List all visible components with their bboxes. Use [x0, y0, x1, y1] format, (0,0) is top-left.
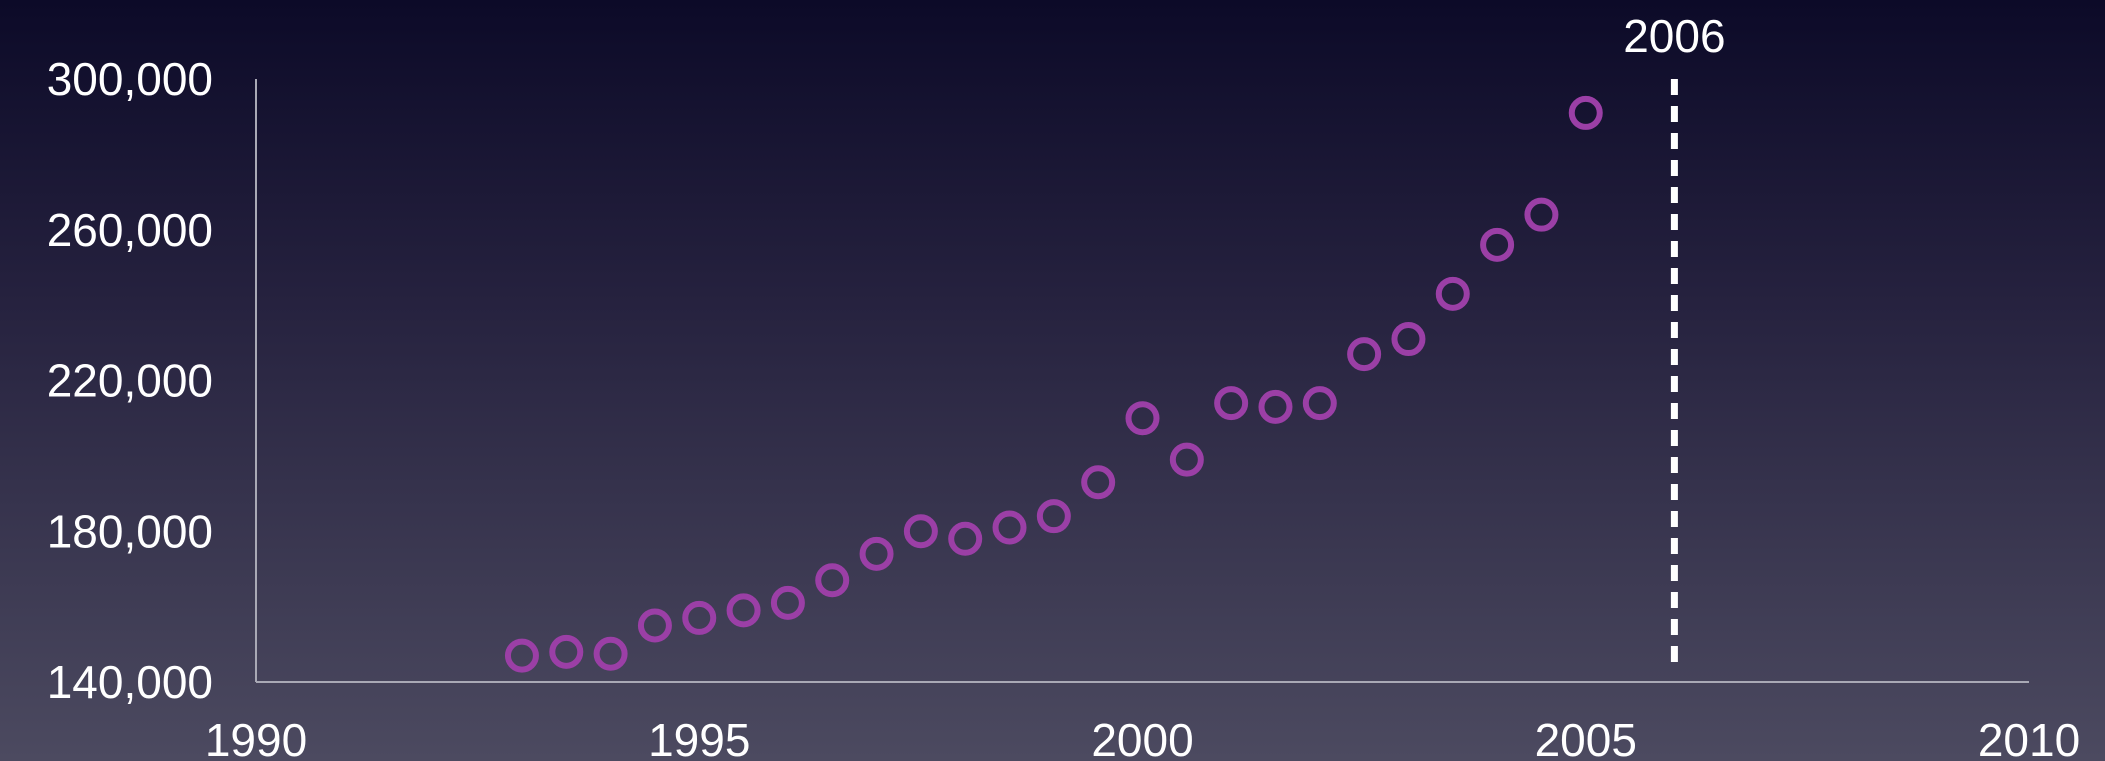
data-point [992, 510, 1027, 545]
data-point [1347, 337, 1382, 372]
y-tick-label: 180,000 [47, 505, 213, 557]
data-point [948, 521, 983, 556]
y-tick-label: 140,000 [47, 656, 213, 708]
data-point [1169, 442, 1204, 477]
data-point [1302, 386, 1337, 421]
y-tick-label: 220,000 [47, 355, 213, 407]
data-point [682, 600, 717, 635]
x-tick-labels: 1990 1995 2000 2005 2010 [205, 714, 2080, 761]
data-point [1391, 322, 1426, 357]
data-point [549, 634, 584, 669]
reference-line-label: 2006 [1623, 10, 1725, 62]
data-point [1036, 499, 1071, 534]
data-point [593, 636, 628, 671]
data-point [1568, 95, 1603, 130]
data-points [504, 95, 1603, 673]
data-point [1480, 227, 1515, 262]
annotations: 2006 [1623, 10, 1726, 672]
axes [255, 79, 2029, 683]
data-point [1258, 389, 1293, 424]
x-tick-label: 1990 [205, 714, 307, 761]
data-point [859, 536, 894, 571]
data-point [770, 585, 805, 620]
y-tick-label: 260,000 [47, 204, 213, 256]
y-tick-label: 300,000 [47, 53, 213, 105]
data-point [815, 563, 850, 598]
x-tick-label: 1995 [648, 714, 750, 761]
x-tick-label: 2005 [1535, 714, 1637, 761]
data-point [1524, 197, 1559, 232]
data-point [903, 514, 938, 549]
data-point [1214, 386, 1249, 421]
data-point [504, 638, 539, 673]
data-point [1081, 465, 1116, 500]
x-tick-label: 2000 [1091, 714, 1193, 761]
data-point [1125, 401, 1160, 436]
y-tick-labels: 140,000 180,000 220,000 260,000 300,000 [47, 53, 213, 708]
data-point [1435, 276, 1470, 311]
data-point [637, 608, 672, 643]
data-point [726, 593, 761, 628]
x-tick-label: 2010 [1978, 714, 2080, 761]
